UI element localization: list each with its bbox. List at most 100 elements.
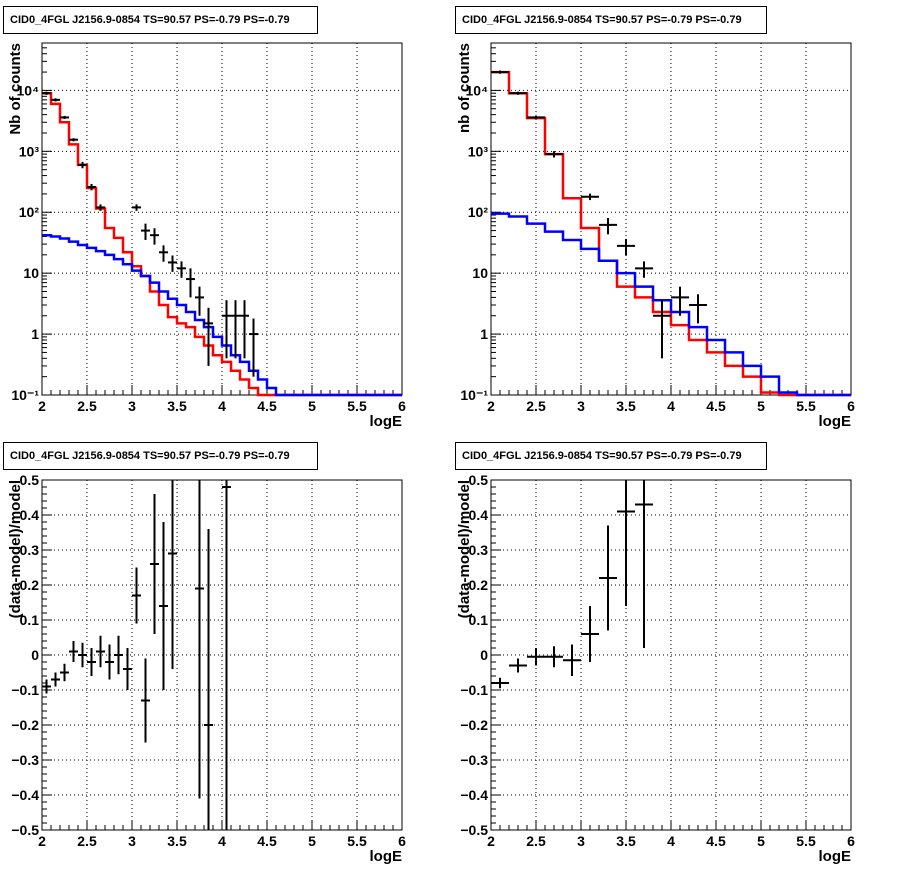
- y-tick-label: 10⁴: [466, 82, 489, 98]
- data-point: [671, 286, 689, 316]
- data-point: [159, 245, 168, 262]
- data-point: [222, 480, 231, 830]
- x-tick-label: 4.5: [257, 398, 277, 414]
- x-tick-label: 3.5: [616, 398, 636, 414]
- x-tick-label: 4: [218, 833, 226, 849]
- data-point: [51, 672, 60, 687]
- data-point: [240, 300, 249, 359]
- data-point: [168, 480, 177, 669]
- x-tick-label: 3: [577, 833, 585, 849]
- y-tick-label: 0: [31, 647, 39, 663]
- chart-panel-1: 2 2.5 3 3.5 4 4.5 5 5.5 6 10⁻¹ 1 10 10² 10³ 10⁴ logE Nb …: [7, 42, 406, 430]
- y-tick-label: −0.1: [460, 682, 488, 698]
- x-tick-label: 2.5: [526, 833, 546, 849]
- data-point: [195, 480, 204, 799]
- y-tick-label: 10²: [19, 204, 40, 220]
- x-tick-label: 5: [308, 398, 316, 414]
- x-axis-label: logE: [370, 413, 403, 430]
- y-tick-label: −0.4: [460, 787, 488, 803]
- data-point: [509, 91, 527, 95]
- y-tick-label: 10⁴: [17, 82, 40, 98]
- data-point: [177, 261, 186, 278]
- y-tick-label: −0.2: [460, 717, 488, 733]
- x-tick-label: 2.5: [526, 398, 546, 414]
- data-point: [491, 677, 509, 689]
- data-point: [204, 529, 213, 830]
- data-point: [87, 183, 96, 191]
- y-tick-label: 0.2: [20, 577, 40, 593]
- y-tick-label: −0.5: [460, 822, 488, 838]
- data-point: [581, 606, 599, 662]
- data-point: [491, 70, 509, 74]
- x-tick-label: 2.5: [77, 398, 97, 414]
- data-point: [123, 648, 132, 690]
- x-tick-label: 2: [38, 398, 46, 414]
- y-axis-label: (data-model)/model: [456, 480, 473, 618]
- y-tick-label: 0.4: [20, 507, 40, 523]
- data-point: [51, 98, 60, 102]
- data-point: [105, 644, 114, 680]
- data-point: [69, 641, 78, 662]
- x-tick-label: 3.5: [167, 398, 187, 414]
- data-point: [150, 228, 159, 245]
- data-point: [42, 679, 51, 694]
- chart-panel-3: 2 2.5 3 3.5 4 4.5 5 5.5 6 −0.5 −0.4 −0.3 −0.2 −0.1 0 0.…: [7, 472, 406, 865]
- data-point: [114, 635, 123, 675]
- data-point: [141, 658, 150, 743]
- x-axis-label: logE: [370, 848, 403, 865]
- data-point: [222, 300, 231, 359]
- data-point: [96, 204, 105, 211]
- data-point: [563, 644, 581, 676]
- y-tick-label: 0.3: [469, 542, 489, 558]
- y-tick-label: 0.5: [469, 472, 489, 488]
- data-point: [60, 115, 69, 120]
- x-tick-label: 4: [667, 398, 675, 414]
- data-point: [545, 646, 563, 668]
- x-tick-label: 6: [847, 833, 855, 849]
- data-point: [141, 223, 150, 241]
- data-point: [42, 91, 51, 95]
- total-model-line: [42, 91, 402, 397]
- chart-title: CID0_4FGL J2156.9-0854 TS=90.57 PS=-0.79…: [455, 6, 767, 34]
- data-point: [195, 286, 204, 316]
- y-tick-label: 10³: [19, 143, 40, 159]
- y-axis-label: nb of counts: [456, 43, 473, 133]
- chart-title: CID0_4FGL J2156.9-0854 TS=90.57 PS=-0.79…: [455, 442, 767, 470]
- data-point: [132, 204, 141, 211]
- x-tick-label: 5.5: [347, 398, 367, 414]
- data-point: [69, 138, 78, 142]
- y-tick-label: −0.5: [11, 822, 39, 838]
- data-point: [159, 522, 168, 690]
- data-point: [635, 261, 653, 278]
- y-tick-label: −0.4: [11, 787, 39, 803]
- y-tick-label: 1: [480, 326, 488, 342]
- x-tick-label: 3.5: [167, 833, 187, 849]
- total-model-line: [491, 70, 851, 397]
- y-tick-label: 0: [480, 647, 488, 663]
- y-tick-label: 10: [472, 265, 488, 281]
- x-tick-label: 3.5: [616, 833, 636, 849]
- x-tick-label: 6: [398, 833, 406, 849]
- data-point: [78, 161, 87, 169]
- x-tick-label: 5.5: [796, 833, 816, 849]
- data-point: [599, 525, 617, 631]
- y-tick-label: 0.4: [469, 507, 489, 523]
- data-point: [96, 635, 105, 668]
- background-model-line: [491, 212, 851, 397]
- chart-panel-2: 2 2.5 3 3.5 4 4.5 5 5.5 6 10⁻¹ 1 10 10² 10³ 10⁴ logE nb …: [456, 42, 855, 430]
- data-point: [132, 567, 141, 624]
- data-point: [168, 255, 177, 272]
- y-tick-label: 0.5: [20, 472, 40, 488]
- data-point: [527, 648, 545, 666]
- data-point: [60, 663, 69, 682]
- data-point: [653, 300, 671, 359]
- data-point: [689, 294, 707, 324]
- x-tick-label: 4: [667, 833, 675, 849]
- x-axis-label: logE: [819, 848, 852, 865]
- data-point: [78, 642, 87, 668]
- data-point: [599, 217, 617, 235]
- y-tick-label: 10³: [468, 143, 489, 159]
- x-tick-label: 4.5: [706, 398, 726, 414]
- y-tick-label: 0.1: [20, 612, 40, 628]
